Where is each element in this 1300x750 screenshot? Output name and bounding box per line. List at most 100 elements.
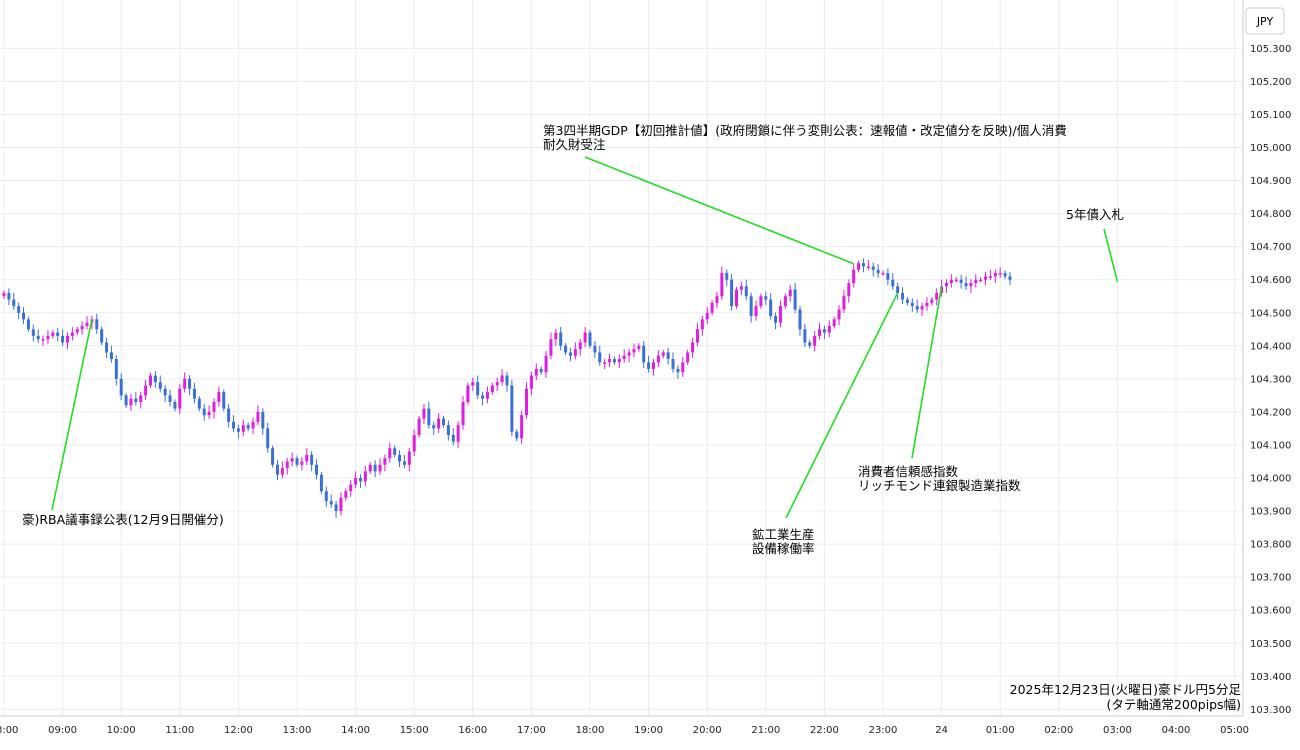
x-tick-label: 03:00: [1103, 725, 1132, 736]
y-tick-label: 103.300: [1250, 705, 1291, 716]
candle-up: [617, 359, 621, 363]
candle-down: [876, 269, 880, 274]
candle-down: [730, 279, 734, 307]
candle-down: [153, 375, 157, 383]
candle-down: [100, 329, 104, 343]
candle-down: [964, 283, 968, 287]
annotation-label: 耐久財受注: [543, 137, 606, 152]
y-tick-label: 104.100: [1250, 440, 1291, 451]
annotation-label: 豪)RBA議事録公表(12月9日開催分): [22, 512, 224, 527]
candle-down: [427, 408, 431, 426]
candle-down: [564, 345, 568, 353]
candle-up: [705, 312, 709, 320]
candle-down: [539, 368, 543, 373]
candle-up: [256, 411, 260, 422]
candle-down: [798, 309, 802, 330]
candle-up: [866, 266, 870, 268]
candle-up: [212, 401, 216, 412]
candle-up: [549, 339, 553, 356]
candle-down: [808, 342, 812, 346]
candle-down: [114, 359, 118, 379]
candle-down: [1003, 273, 1007, 277]
candle-up: [979, 279, 983, 282]
x-tick-label: 23:00: [869, 725, 898, 736]
candle-down: [36, 335, 40, 340]
y-tick-label: 105.300: [1250, 44, 1291, 55]
candle-up: [622, 355, 626, 360]
candle-down: [822, 329, 826, 333]
y-tick-label: 103.400: [1250, 672, 1291, 683]
candle-down: [432, 425, 436, 429]
candle-down: [910, 302, 914, 307]
candle-up: [70, 332, 74, 336]
candle-up: [578, 342, 582, 350]
candle-up: [285, 461, 289, 469]
candle-down: [559, 332, 563, 346]
y-tick-label: 104.200: [1250, 407, 1291, 418]
candle-up: [700, 319, 704, 330]
candle-up: [149, 375, 152, 386]
candle-up: [368, 464, 372, 472]
candle-down: [271, 448, 275, 465]
currency-box: [1245, 7, 1285, 35]
candle-up: [300, 461, 304, 465]
candle-up: [739, 286, 743, 290]
candle-down: [476, 382, 480, 396]
currency-label: JPY: [1256, 15, 1274, 28]
y-tick-label: 103.800: [1250, 540, 1291, 551]
candle-down: [398, 454, 402, 462]
candle-up: [529, 375, 533, 389]
candle-up: [710, 302, 714, 313]
caption-line-1: 2025年12月23日(火曜日)豪ドル円5分足: [1010, 682, 1242, 697]
candle-down: [232, 421, 236, 429]
candle-down: [22, 312, 26, 320]
x-tick-label: 21:00: [751, 725, 780, 736]
candle-up: [471, 382, 475, 386]
candle-down: [56, 332, 60, 336]
candle-up: [80, 325, 84, 330]
candle-down: [647, 362, 651, 369]
candle-down: [446, 425, 450, 436]
y-tick-label: 103.900: [1250, 507, 1291, 518]
candle-up: [51, 332, 55, 336]
candle-up: [988, 276, 992, 278]
candle-down: [515, 431, 519, 439]
x-tick-label: 20:00: [693, 725, 722, 736]
annotation-leader-line: [911, 286, 943, 459]
x-tick-label: 17:00: [517, 725, 546, 736]
x-tick-label: 12:00: [224, 725, 253, 736]
x-tick-label: 08:00: [0, 725, 18, 736]
candle-down: [676, 368, 680, 373]
x-tick-label: 11:00: [165, 725, 194, 736]
candle-down: [896, 286, 900, 293]
candle-down: [442, 418, 445, 426]
candle-down: [744, 286, 748, 297]
candle-up: [290, 458, 294, 462]
candle-down: [222, 392, 226, 409]
candle-up: [832, 319, 836, 326]
candle-down: [266, 428, 270, 449]
candle-down: [666, 352, 670, 360]
candle-up: [554, 332, 558, 340]
candle-up: [363, 471, 367, 482]
candle-down: [481, 395, 485, 399]
candle-up: [41, 339, 45, 341]
candle-up: [627, 352, 631, 356]
y-tick-label: 104.300: [1250, 374, 1291, 385]
candle-up: [280, 468, 284, 475]
candle-down: [192, 388, 196, 399]
candle-up: [85, 322, 89, 326]
candle-up: [852, 269, 856, 284]
x-tick-label: 19:00: [634, 725, 663, 736]
candle-layer: [2, 258, 1012, 518]
annotation-label: 消費者信頼感指数: [858, 464, 959, 479]
candle-up: [139, 395, 143, 402]
candle-down: [886, 273, 890, 280]
candle-up: [525, 388, 529, 416]
candle-up: [783, 296, 787, 307]
candle-up: [456, 425, 460, 442]
candle-down: [109, 352, 113, 360]
x-tick-label: 01:00: [986, 725, 1015, 736]
candle-up: [686, 352, 690, 363]
